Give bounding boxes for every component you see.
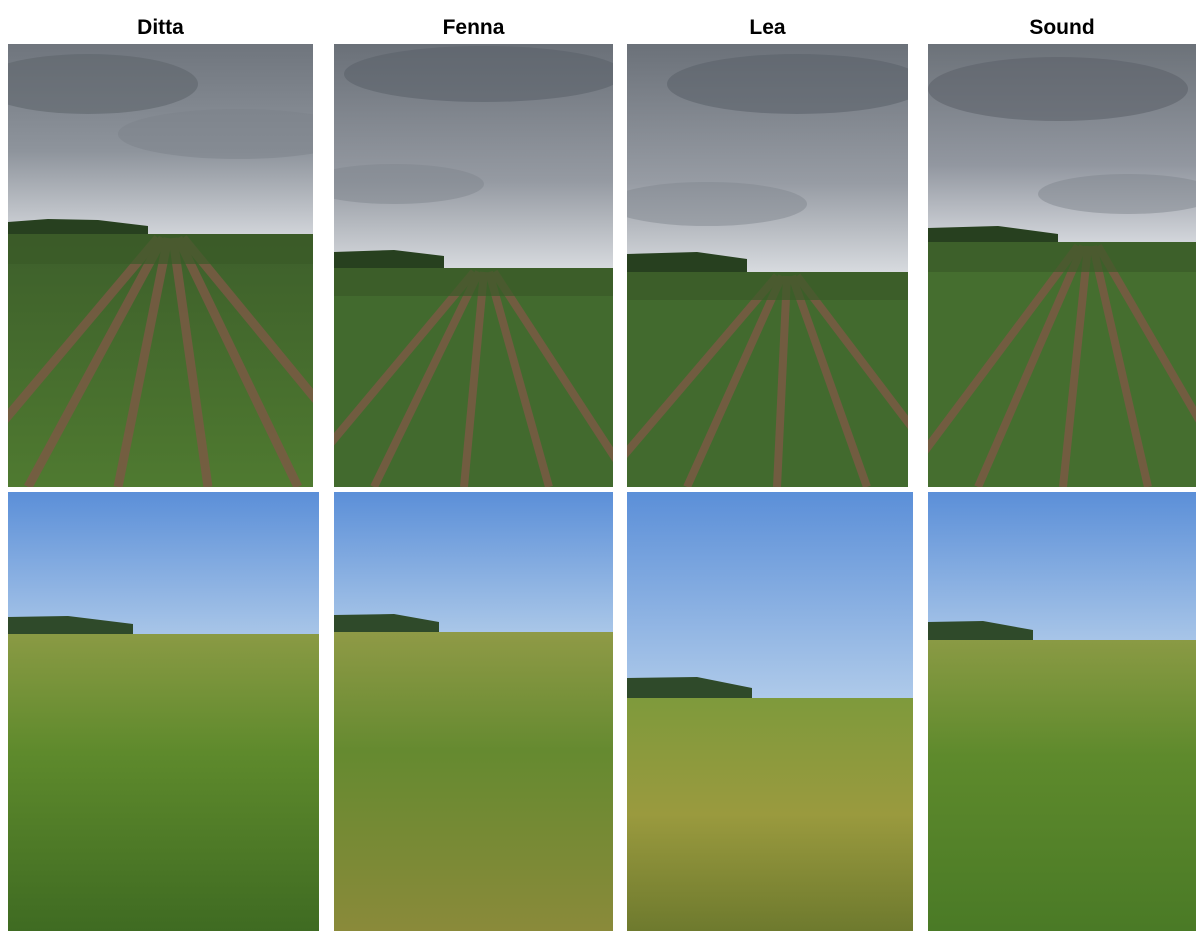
column-label-sound: Sound (1029, 16, 1095, 39)
column-label-ditta: Ditta (137, 16, 184, 39)
photo-lea-clear (627, 492, 913, 931)
photo-fenna-overcast (334, 44, 613, 487)
photo-sound-overcast (928, 44, 1196, 487)
column-label-fenna: Fenna (442, 16, 505, 39)
photo-ditta-overcast (8, 44, 313, 487)
column-label-lea: Lea (749, 16, 786, 39)
photo-sound-clear (928, 492, 1196, 931)
photo-fenna-clear (334, 492, 613, 931)
photo-ditta-clear (8, 492, 319, 931)
photo-lea-overcast (627, 44, 908, 487)
